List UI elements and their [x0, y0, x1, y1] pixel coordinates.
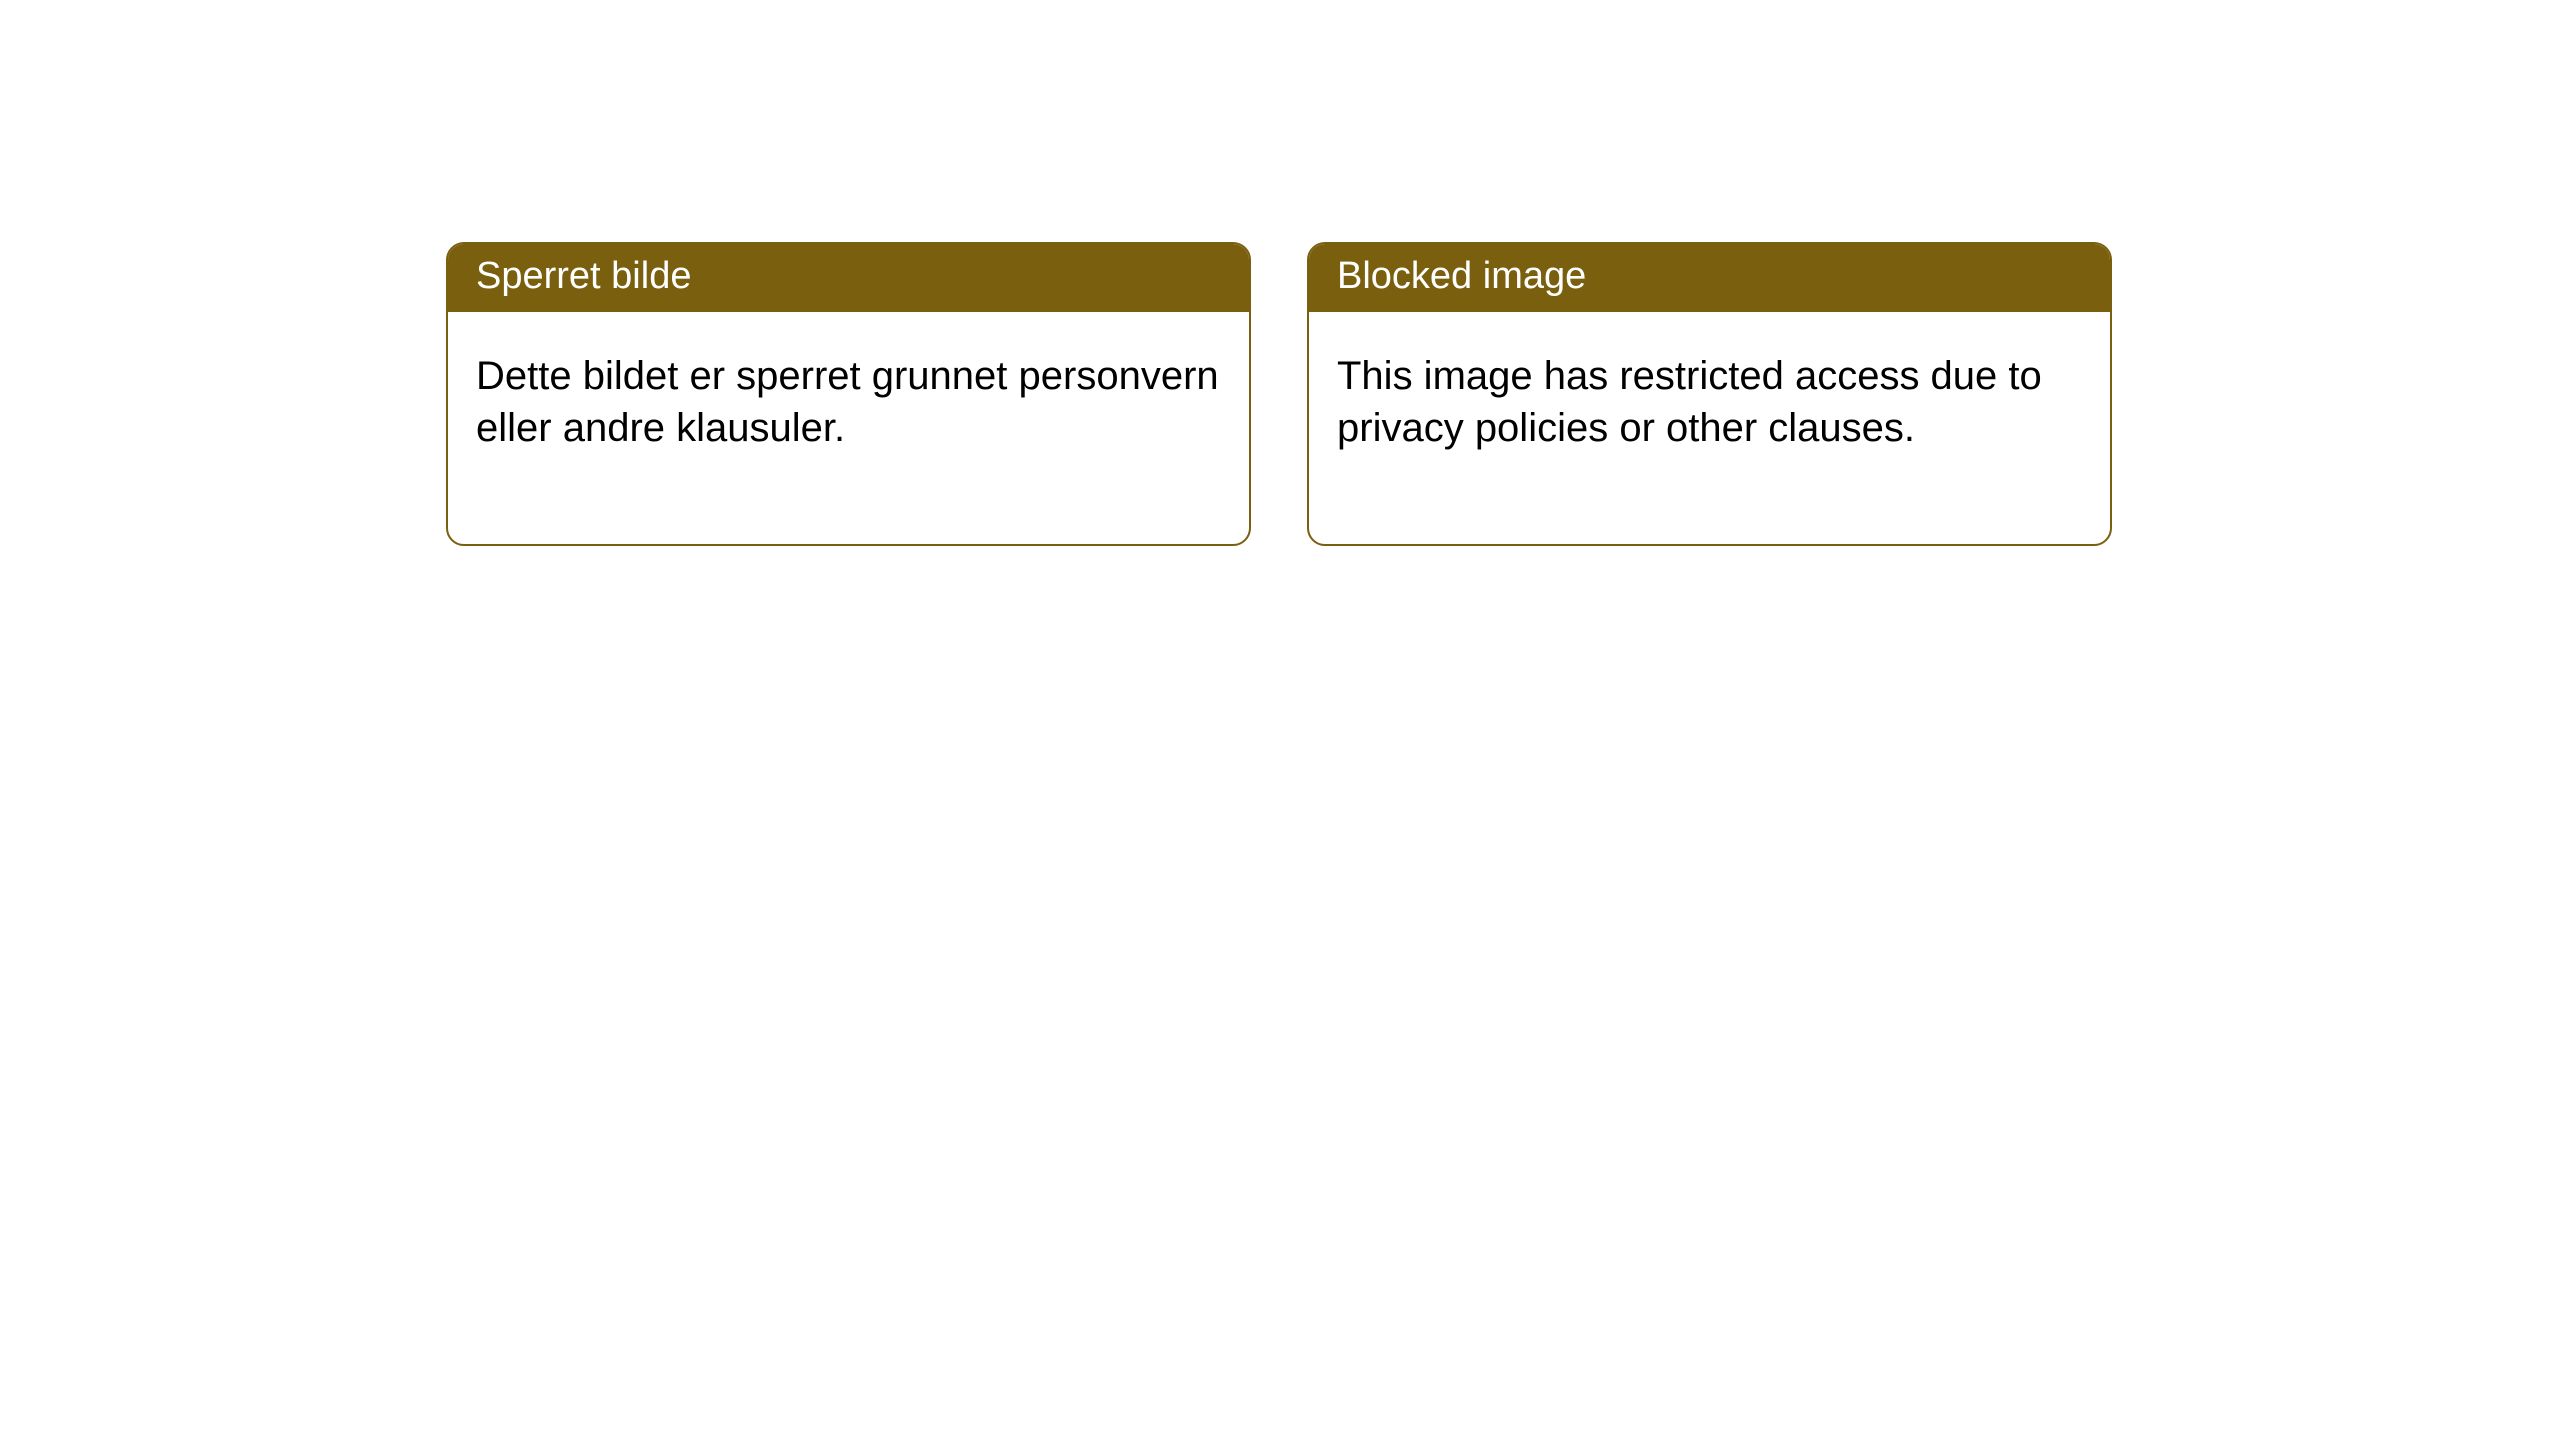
notice-title: Sperret bilde — [448, 244, 1249, 312]
notice-body: This image has restricted access due to … — [1309, 312, 2110, 544]
notice-card-english: Blocked image This image has restricted … — [1307, 242, 2112, 546]
notice-title: Blocked image — [1309, 244, 2110, 312]
notice-body: Dette bildet er sperret grunnet personve… — [448, 312, 1249, 544]
notice-card-norwegian: Sperret bilde Dette bildet er sperret gr… — [446, 242, 1251, 546]
notice-container: Sperret bilde Dette bildet er sperret gr… — [0, 0, 2560, 546]
